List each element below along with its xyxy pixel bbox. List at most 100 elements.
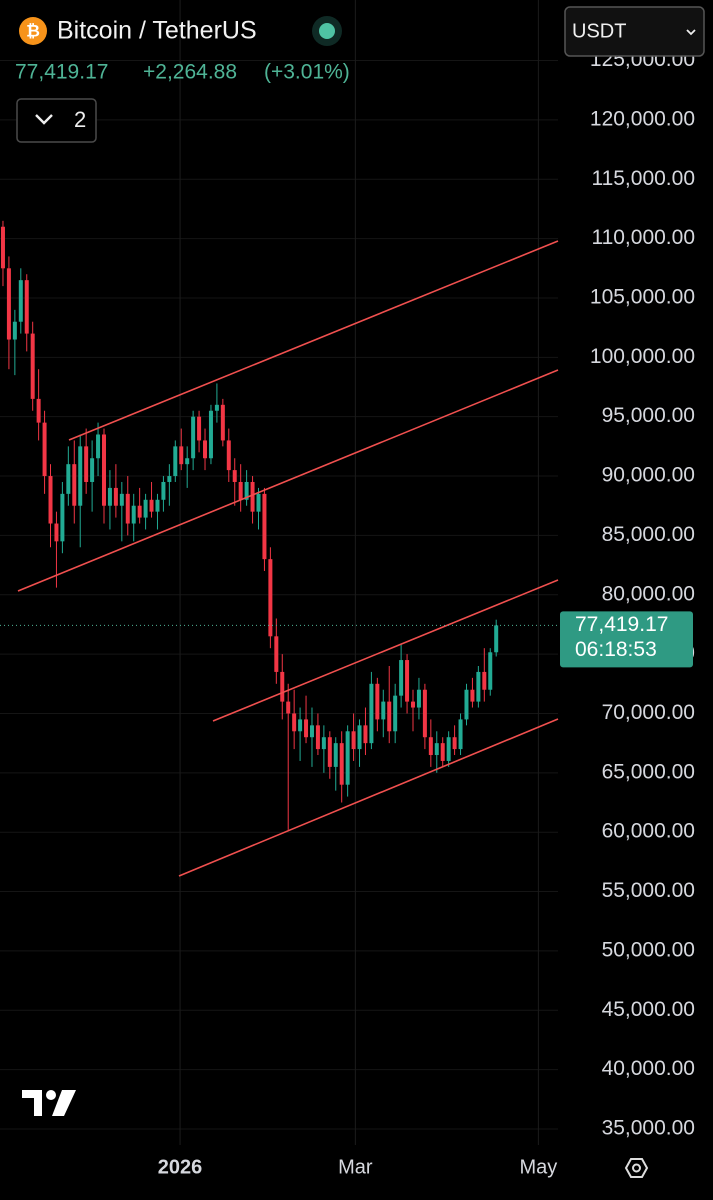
- candle-body: [214, 404, 219, 411]
- candle-body: [405, 660, 410, 702]
- candles: [0, 220, 499, 830]
- select-arrow: [686, 29, 696, 36]
- currency-select[interactable]: [564, 6, 705, 57]
- candle-body: [220, 404, 225, 441]
- candle-body: [416, 689, 421, 708]
- candle-body: [60, 493, 65, 542]
- candle-body: [292, 713, 297, 732]
- candle-body: [351, 731, 356, 750]
- candle-body: [428, 737, 433, 756]
- candle-body: [321, 737, 326, 750]
- candle-body: [0, 226, 5, 269]
- candle-body: [36, 398, 41, 423]
- logo-part: [22, 1090, 42, 1098]
- trend-line: [17, 369, 559, 592]
- candle-body: [185, 458, 190, 465]
- candle-body: [78, 446, 83, 506]
- candle-body: [411, 701, 416, 708]
- axis: 35,000.00 40,000.00 45,000.00 50,000.00 55,0…: [0, 48, 695, 1178]
- chevron: [35, 114, 53, 125]
- candle-body: [191, 416, 196, 459]
- candle-body: [488, 652, 493, 690]
- candle-body: [179, 446, 184, 465]
- logo-part: [34, 1090, 42, 1116]
- candle-body: [244, 481, 249, 500]
- symbol: Bitcoin / TetherUS: [57, 17, 257, 45]
- candle-body: [203, 440, 208, 459]
- candle-body: [309, 725, 314, 738]
- candle-body: [119, 493, 124, 506]
- y-tick-label: 80,000.00: [602, 582, 695, 605]
- candle-body: [96, 434, 101, 459]
- candle-body: [42, 422, 47, 477]
- y-tick-label: 100,000.00: [590, 345, 695, 368]
- candle-body: [393, 695, 398, 732]
- y-tick-label: 115,000.00: [591, 167, 695, 190]
- indicator-toggle[interactable]: [16, 98, 97, 143]
- candle-body: [387, 701, 392, 732]
- status-dot: [319, 23, 335, 39]
- y-tick-label: 85,000.00: [602, 523, 695, 546]
- settings-icon-center: [632, 1163, 641, 1173]
- y-tick-label: 110,000.00: [591, 226, 695, 249]
- y-tick-label: 60,000.00: [602, 820, 695, 843]
- candle-body: [113, 487, 118, 506]
- grid: [0, 0, 558, 1145]
- trend-line: [68, 240, 559, 441]
- trend-line: [178, 718, 559, 877]
- candle-body: [262, 493, 267, 560]
- candle-body: [72, 464, 77, 506]
- x-tick-label: May: [519, 1156, 557, 1178]
- y-tick-label: 35,000.00: [602, 1117, 695, 1140]
- candle-body: [125, 493, 130, 524]
- candle-body: [363, 725, 368, 744]
- logo-part: [46, 1090, 56, 1100]
- bitcoin-icon: [19, 17, 47, 45]
- countdown: 06:18:53: [575, 638, 657, 661]
- trend-lines: [17, 240, 559, 877]
- candle-body: [101, 434, 106, 506]
- candle-body: [375, 683, 380, 720]
- y-tick-label: 95,000.00: [602, 404, 695, 427]
- y-tick-label: 120,000.00: [590, 107, 695, 130]
- header-price: 77,419.17: [15, 61, 108, 84]
- candle-body: [280, 671, 285, 702]
- candle-body: [458, 719, 463, 750]
- y-tick-label: 90,000.00: [602, 464, 695, 487]
- candle-body: [18, 280, 23, 322]
- candle-body: [6, 268, 11, 340]
- candle-body: [304, 719, 309, 738]
- candle-body: [315, 725, 320, 750]
- candle-body: [256, 493, 261, 512]
- candle-body: [48, 476, 53, 524]
- candle-body: [399, 660, 404, 696]
- candle-body: [286, 701, 291, 714]
- settings-icon[interactable]: [624, 1158, 649, 1178]
- candle-body: [494, 625, 499, 653]
- header-change-pct: (+3.01%): [264, 61, 350, 84]
- candle-body: [24, 280, 29, 334]
- y-tick-label: 50,000.00: [602, 938, 695, 961]
- candle-body: [333, 743, 338, 767]
- candle-body: [298, 719, 303, 732]
- candle-body: [167, 476, 172, 482]
- candle-body: [131, 505, 136, 524]
- candle-body: [66, 464, 71, 494]
- y-tick-label: 55,000.00: [602, 879, 695, 902]
- header-change: +2,264.88: [143, 61, 237, 84]
- candle-body: [90, 458, 95, 482]
- last-price-label: 77,419.17: [575, 613, 668, 636]
- candle-body: [143, 499, 148, 518]
- logo-part: [52, 1090, 76, 1116]
- candle-body: [357, 725, 362, 750]
- candle-body: [226, 440, 231, 471]
- candle-body: [161, 481, 166, 500]
- candle-body: [208, 410, 213, 459]
- candle-body: [452, 737, 457, 750]
- candle-body: [422, 689, 427, 738]
- tradingview-logo: [22, 1090, 76, 1116]
- y-tick-label: 65,000.00: [602, 760, 695, 783]
- candle-body: [369, 683, 374, 744]
